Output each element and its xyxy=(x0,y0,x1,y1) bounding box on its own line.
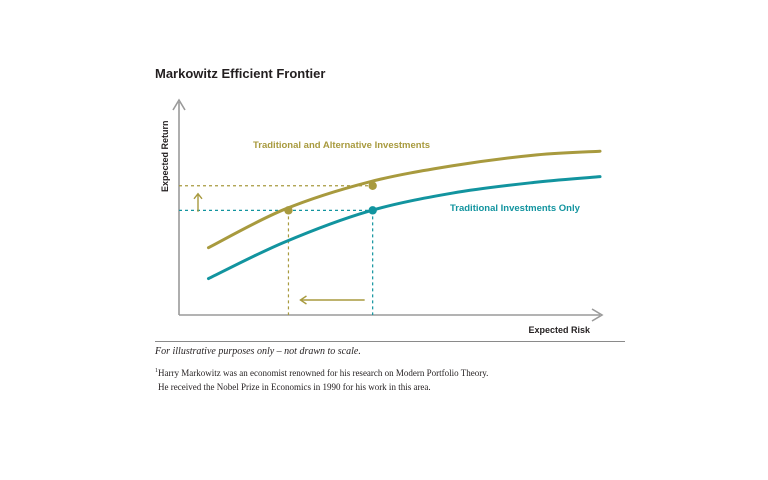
y-axis-arrowhead xyxy=(172,98,186,111)
axes: Expected Return Expected Risk xyxy=(160,98,604,335)
up-arrow-head xyxy=(193,192,203,200)
caption: For illustrative purposes only – not dra… xyxy=(155,346,361,357)
annotation-arrows xyxy=(193,192,365,305)
highlight-points xyxy=(284,181,377,215)
point-gold-high xyxy=(368,181,377,190)
left-arrow-head xyxy=(299,295,307,305)
point-teal xyxy=(368,206,377,215)
series-lines xyxy=(206,149,602,281)
chart-title: Markowitz Efficient Frontier xyxy=(155,66,326,81)
divider xyxy=(155,341,625,342)
series-labels: Traditional and Alternative Investments … xyxy=(253,140,581,214)
series-line-1 xyxy=(206,175,602,281)
series-label-traditional-only: Traditional Investments Only xyxy=(450,203,581,214)
y-axis-label: Expected Return xyxy=(160,120,170,192)
footnote-line-1: 1Harry Markowitz was an economist renown… xyxy=(155,368,488,378)
guide-lines xyxy=(179,185,374,315)
x-axis-label: Expected Risk xyxy=(528,325,591,335)
series-line-0 xyxy=(206,149,602,250)
footnote-marker: 1 xyxy=(155,368,158,374)
point-gold-low xyxy=(284,206,293,215)
series-label-traditional-and-alternative: Traditional and Alternative Investments xyxy=(253,140,430,151)
footnote-text-1: Harry Markowitz was an economist renowne… xyxy=(158,368,489,378)
footnote-line-2: He received the Nobel Prize in Economics… xyxy=(158,382,431,392)
x-axis-arrowhead xyxy=(591,308,604,322)
